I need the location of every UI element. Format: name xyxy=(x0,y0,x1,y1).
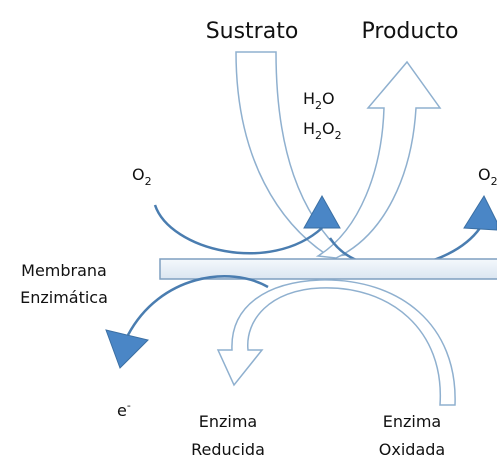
enzyme-reduced-label: Enzima xyxy=(199,412,257,431)
electron-label: e- xyxy=(117,399,131,420)
oxygen-right-label: O2 xyxy=(478,165,497,188)
electron-curve xyxy=(126,275,269,336)
enzyme-oxidized-label: Enzima xyxy=(383,412,441,431)
substrate-label: Sustrato xyxy=(206,19,299,44)
enzyme-oxidized-label: Oxidada xyxy=(379,440,445,459)
arrowhead xyxy=(105,329,149,369)
membrane-label: Enzimática xyxy=(20,288,108,307)
arrowhead xyxy=(463,194,497,231)
enzyme-reduced-label: Reducida xyxy=(191,440,265,459)
oxygen-left-label: O2 xyxy=(132,165,152,188)
membrane xyxy=(159,258,497,280)
water-label: H2O xyxy=(303,89,335,112)
product-label: Producto xyxy=(362,19,459,44)
product-arrow xyxy=(315,60,442,259)
membrane-label: Membrana xyxy=(21,261,107,280)
oxygen-curve-left xyxy=(153,204,323,255)
enzyme-arrow xyxy=(216,279,456,406)
arrowhead xyxy=(303,194,341,229)
peroxide-label: H2O2 xyxy=(303,119,342,142)
